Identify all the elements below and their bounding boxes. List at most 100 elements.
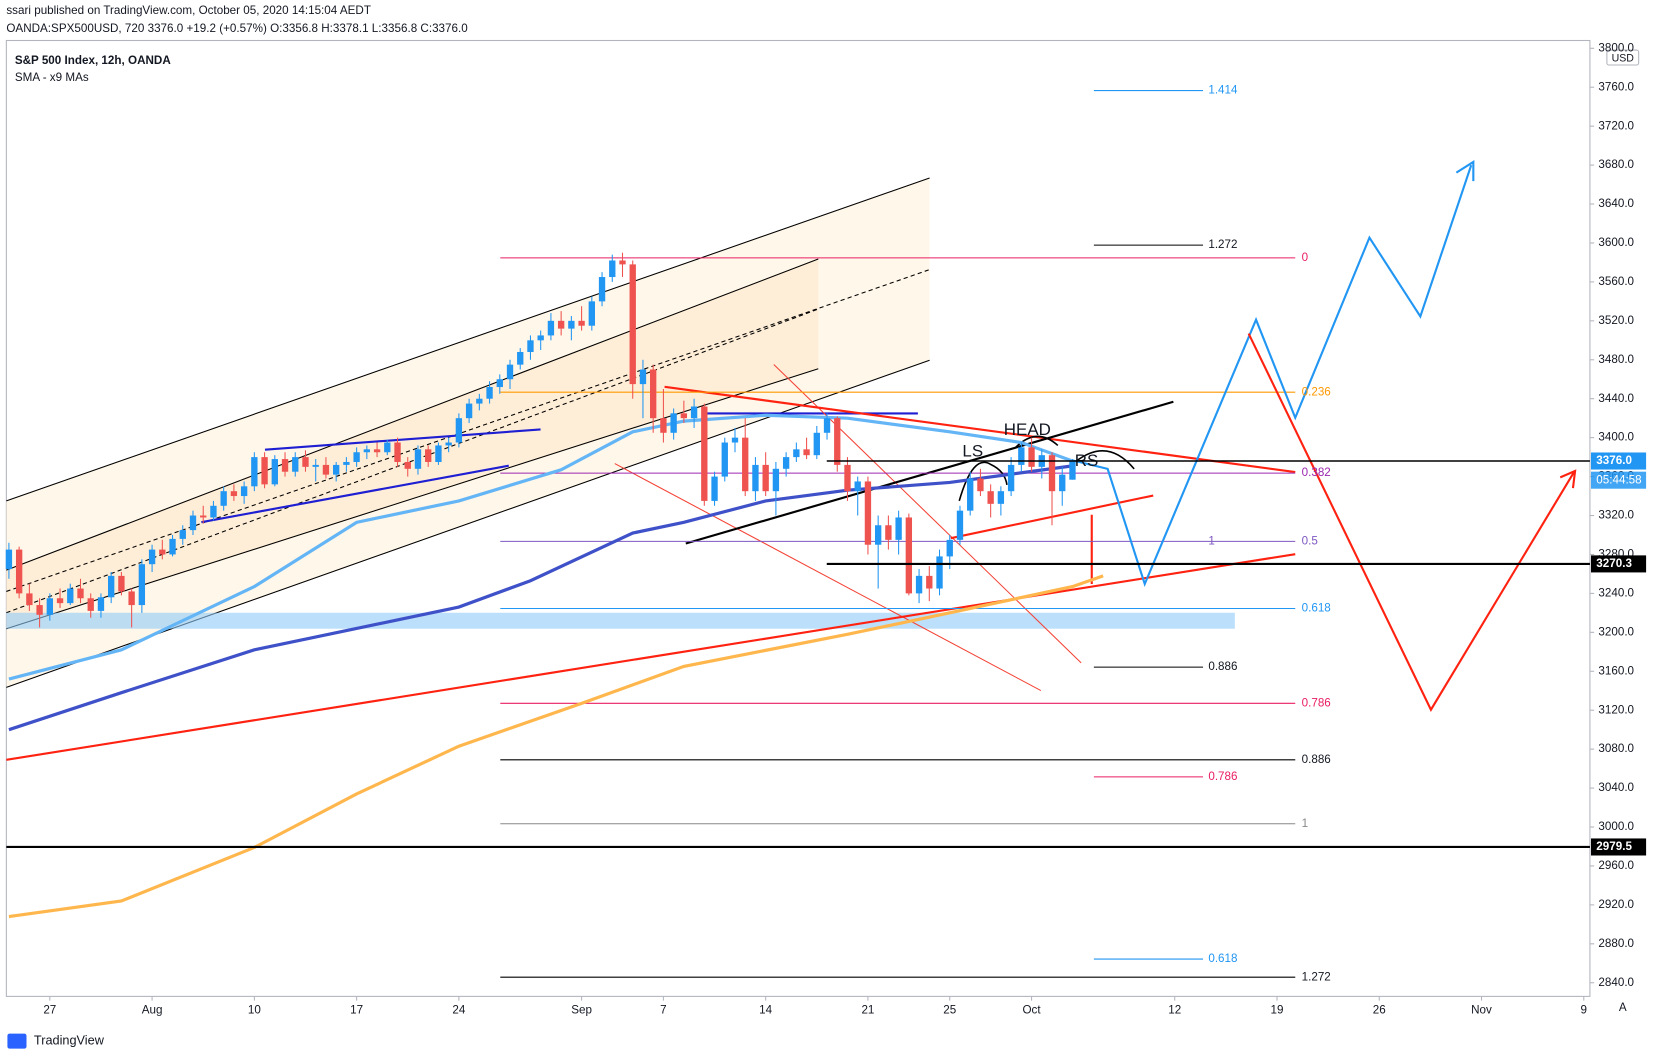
shoulder-arc — [958, 461, 1008, 502]
candle-body — [813, 432, 820, 456]
candle-body — [793, 449, 800, 458]
candle-body — [138, 564, 146, 606]
y-tick-label: 3440.0 — [1598, 392, 1634, 405]
candle-body — [322, 464, 330, 475]
candle-body — [874, 525, 882, 545]
pattern-label: HEAD — [1004, 420, 1051, 439]
candle-body — [598, 277, 606, 302]
trend-line — [664, 385, 1296, 474]
x-tick-label: 10 — [248, 1003, 261, 1016]
candle-body — [1007, 464, 1015, 492]
candle-body — [496, 379, 503, 388]
candle-body — [762, 464, 769, 492]
projection-path — [1247, 333, 1575, 712]
candle-body — [731, 437, 739, 443]
candle-body — [118, 575, 125, 592]
candle-body — [1069, 461, 1076, 480]
candle-body — [977, 478, 984, 492]
fib-label: 0 — [1302, 251, 1309, 264]
candle-body — [404, 461, 411, 469]
trend-line — [773, 364, 1082, 664]
candle-body — [997, 491, 1005, 504]
moving-average — [8, 574, 1104, 919]
y-tick-label: 2920.0 — [1598, 898, 1634, 911]
candle-body — [803, 449, 810, 456]
y-tick-label: 2960.0 — [1598, 859, 1634, 872]
currency: USD — [1612, 52, 1635, 64]
candle-body — [46, 598, 53, 615]
y-tick-label: 3800.0 — [1598, 41, 1634, 54]
y-tick-label: 3040.0 — [1598, 781, 1634, 794]
fib-label: 0.618 — [1302, 602, 1331, 615]
wedge-line — [201, 464, 509, 524]
x-tick-label: 24 — [452, 1003, 465, 1016]
candle-body — [547, 320, 555, 336]
candle-body — [128, 591, 135, 606]
chart-title: S&P 500 Index, 12h, OANDA — [15, 54, 171, 67]
candle-body — [5, 549, 13, 570]
candle-body — [926, 575, 933, 589]
y-tick-label: 3640.0 — [1598, 197, 1634, 210]
candle-body — [292, 457, 299, 472]
candle-body — [609, 260, 616, 278]
candle-body — [271, 459, 278, 485]
candle-body — [854, 481, 861, 492]
candle-body — [915, 575, 923, 594]
fib-labels: 1.414 1.272 0 0.236 0.382 0.5 1 0.618 0.… — [962, 84, 1330, 984]
candle-body — [936, 556, 943, 589]
x-tick-label: Oct — [1022, 1003, 1041, 1016]
fib-label: 0.786 — [1302, 696, 1331, 709]
candle-body — [629, 264, 636, 385]
x-tick-label: 17 — [350, 1003, 363, 1016]
candle-body — [425, 449, 432, 462]
x-tick-label: 9 — [1581, 1003, 1587, 1016]
candle-body — [834, 418, 841, 465]
candle-body — [210, 505, 217, 518]
candle-body — [261, 457, 268, 485]
fib-label: 0.786 — [1208, 770, 1237, 783]
candle-body — [87, 598, 94, 611]
fib-label: 1 — [1302, 817, 1308, 830]
shoulder-arc — [1075, 450, 1135, 470]
y-tick-label: 3080.0 — [1598, 742, 1634, 755]
countdown: 05:44:58 — [1596, 473, 1641, 486]
pattern-label: LS — [962, 441, 983, 460]
currency-box — [1606, 49, 1640, 66]
candle-body — [148, 549, 156, 565]
quote-line: OANDA:SPX500USD, 720 3376.0 +19.2 (+0.57… — [6, 22, 468, 35]
candle-body — [312, 464, 319, 467]
candle-body — [670, 413, 677, 433]
candle-body — [15, 549, 23, 594]
y-tick-label: 3400.0 — [1598, 431, 1634, 444]
candle-body — [302, 457, 309, 467]
fib-label: 0.886 — [1302, 753, 1331, 766]
y-tick-label: 3000.0 — [1598, 820, 1634, 833]
candle-body — [363, 449, 371, 453]
candle-body — [281, 459, 289, 472]
candle-body — [240, 486, 248, 497]
fib-label: 1.272 — [1302, 970, 1331, 983]
candle-body — [557, 320, 565, 329]
candle-body — [864, 481, 872, 545]
candle-body — [537, 335, 544, 341]
y-tick-label: 3200.0 — [1598, 625, 1634, 638]
wedge-line — [264, 428, 541, 451]
candle-body — [373, 449, 381, 453]
candle-body — [782, 457, 790, 469]
candle-body — [332, 464, 340, 475]
candle-body — [26, 593, 33, 606]
candle-body — [455, 418, 463, 443]
candle-body — [67, 588, 74, 604]
y-tick-label: 3680.0 — [1598, 158, 1634, 171]
x-tick-label: 26 — [1373, 1003, 1386, 1016]
x-tick-label: 7 — [660, 1003, 666, 1016]
x-tick-label: Sep — [571, 1003, 592, 1016]
candle-body — [343, 461, 350, 465]
y-tick-label: 3480.0 — [1598, 353, 1634, 366]
logo — [7, 1033, 27, 1049]
candle-body — [588, 301, 595, 326]
candle-body — [987, 491, 994, 504]
fib-label: 1 — [1208, 534, 1214, 547]
footer: TradingView — [34, 1032, 105, 1047]
y-tick-label: 2840.0 — [1598, 976, 1634, 989]
